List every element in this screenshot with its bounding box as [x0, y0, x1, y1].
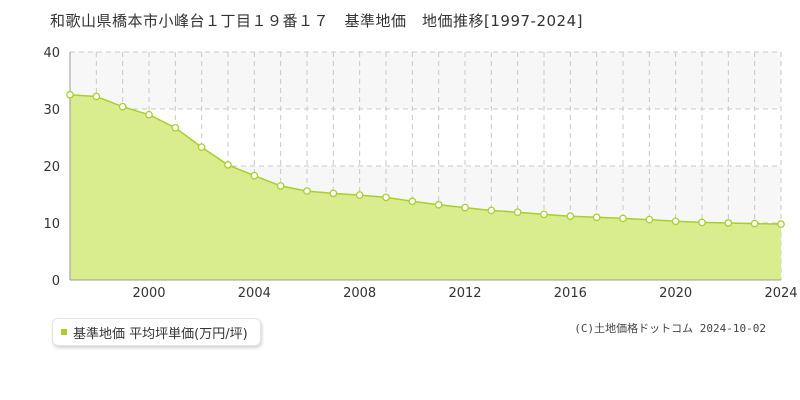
legend[interactable]: 基準地価 平均坪単価(万円/坪) — [52, 318, 261, 346]
data-point — [145, 110, 153, 119]
data-point — [382, 193, 390, 202]
plot-band — [70, 52, 781, 109]
data-point — [92, 92, 101, 101]
data-point — [303, 187, 311, 195]
y-tick-label: 0 — [52, 274, 60, 289]
data-point — [619, 214, 627, 223]
data-point — [355, 191, 364, 199]
data-point — [408, 197, 417, 206]
chart-title: 和歌山県橋本市小峰台１丁目１９番１７ 基準地価 地価推移[1997-2024] — [50, 12, 583, 30]
data-point — [645, 215, 654, 224]
data-point — [66, 90, 74, 99]
data-point — [777, 220, 785, 228]
y-tick-label: 40 — [43, 46, 60, 61]
x-tick-label: 2000 — [132, 286, 165, 300]
x-tick-label: 2012 — [448, 286, 481, 300]
data-point — [118, 102, 127, 111]
data-point — [671, 217, 680, 226]
data-point — [487, 206, 496, 215]
x-tick-label: 2008 — [343, 286, 376, 300]
data-point — [698, 218, 706, 227]
data-point — [171, 123, 180, 132]
data-point — [197, 143, 206, 152]
data-point — [724, 219, 733, 227]
chart-svg: 0 10 20 30 40 2000 2004 2008 2012 2016 2020 2024 — [43, 46, 797, 300]
data-point — [461, 203, 469, 212]
y-tick-label: 20 — [43, 160, 60, 175]
copyright-text: (C)土地価格ドットコム 2024-10-02 — [574, 322, 766, 335]
legend-label: 基準地価 平均坪単価(万円/坪) — [73, 326, 248, 342]
data-point — [750, 219, 759, 228]
data-point — [434, 200, 443, 209]
data-point — [329, 189, 338, 198]
x-tick-label: 2024 — [764, 286, 797, 300]
series-line — [69, 94, 782, 225]
legend-swatch — [61, 329, 67, 335]
x-tick-label: 2004 — [238, 286, 271, 300]
data-point — [250, 171, 259, 180]
data-point — [276, 182, 285, 190]
data-point — [513, 208, 522, 217]
x-tick-label: 2020 — [659, 286, 692, 300]
y-tick-label: 30 — [43, 103, 60, 118]
data-point — [566, 212, 575, 221]
y-tick-label: 10 — [43, 217, 60, 232]
data-point — [592, 213, 601, 222]
data-point — [540, 210, 548, 219]
data-point — [224, 161, 232, 169]
x-tick-label: 2016 — [554, 286, 587, 300]
series-area — [70, 94, 781, 280]
